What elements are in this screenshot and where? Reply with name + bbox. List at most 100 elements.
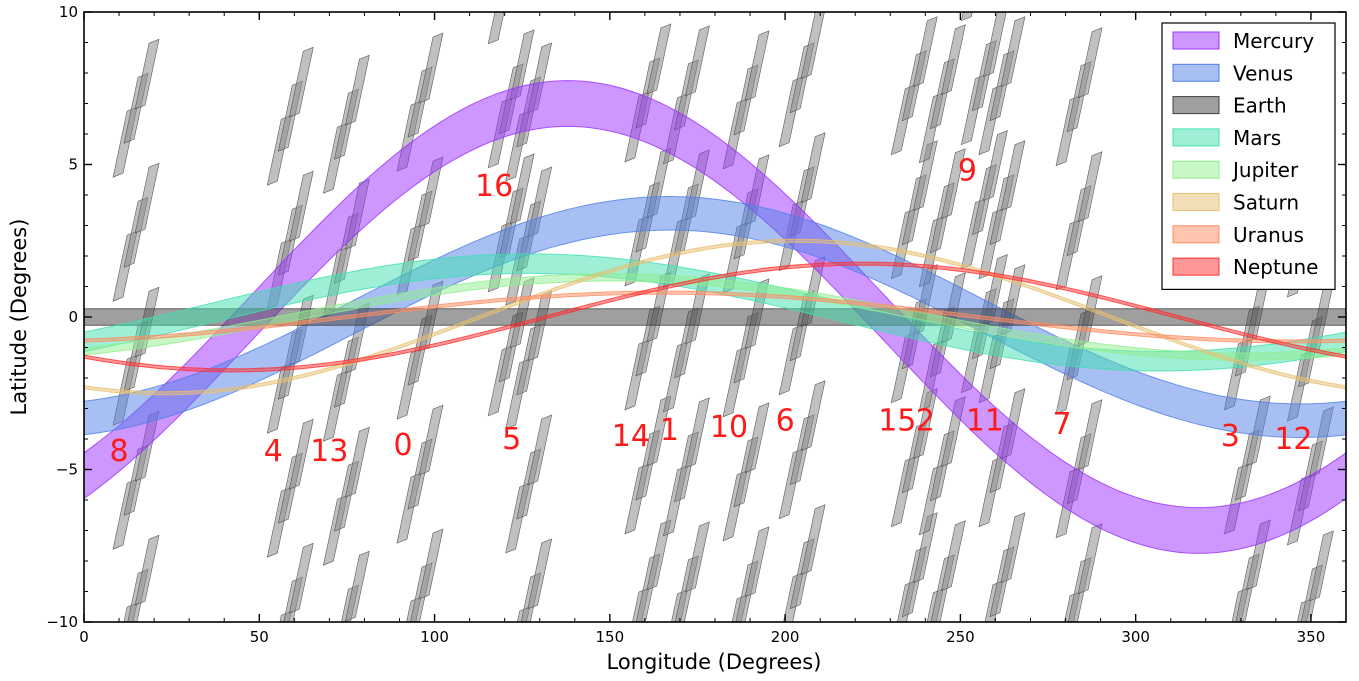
field-label: 5 [502, 422, 521, 457]
planet-bands [84, 80, 1346, 554]
field-tile [1309, 530, 1334, 602]
field-tile [744, 30, 770, 102]
field-tile [134, 534, 160, 606]
x-tick-label: 0 [79, 628, 89, 646]
field-tile [800, 132, 826, 204]
field-label: 6 [776, 404, 795, 439]
y-tick-label: 10 [59, 3, 78, 21]
field-13-tiles [322, 54, 370, 622]
x-axis-label: Longitude (Degrees) [607, 650, 822, 674]
field-tile [685, 521, 710, 593]
field-11-tiles [978, 16, 1026, 622]
legend-label-uranus: Uranus [1233, 223, 1304, 247]
band-uranus [84, 290, 1346, 344]
field-tile [912, 140, 938, 212]
field-8-tiles [112, 38, 160, 622]
field-tile [800, 12, 825, 80]
legend-label-jupiter: Jupiter [1231, 158, 1299, 182]
field-label: 15 [878, 404, 916, 439]
legend-swatch-earth [1172, 96, 1220, 115]
field-tile [744, 402, 770, 474]
legend-label-earth: Earth [1233, 94, 1287, 118]
field-tile [1000, 512, 1026, 584]
field-tile [1000, 16, 1026, 88]
field-tile [1077, 399, 1103, 471]
band-mercury [84, 80, 1346, 554]
band-mars [84, 253, 1346, 372]
band-neptune [84, 261, 1346, 373]
legend-swatch-mercury [1172, 31, 1220, 50]
legend-swatch-mars [1172, 128, 1220, 147]
y-tick-label: −5 [56, 461, 78, 479]
field-tile [344, 550, 370, 622]
field-tile [527, 414, 553, 486]
field-tile [418, 32, 444, 104]
field-tile [288, 542, 314, 614]
x-tick-label: 100 [420, 628, 449, 646]
field-label: 1 [660, 413, 679, 448]
field-label: 2 [916, 404, 935, 439]
field-label: 14 [612, 419, 650, 454]
field-tile [418, 528, 444, 600]
y-tick-label: −10 [46, 613, 78, 631]
field-label: 10 [710, 410, 748, 445]
field-tile [982, 130, 1008, 202]
field-label: 8 [110, 434, 129, 469]
field-label: 0 [393, 428, 412, 463]
band-saturn [84, 238, 1346, 396]
field-tile [134, 162, 160, 234]
legend-label-neptune: Neptune [1233, 255, 1318, 279]
field-tile [940, 520, 966, 592]
field-label: 9 [958, 154, 977, 189]
field-tile [800, 380, 826, 452]
field-label: 12 [1274, 422, 1312, 457]
field-tile [527, 290, 553, 362]
field-tile [685, 25, 710, 97]
y-tick-label: 0 [68, 308, 78, 326]
field-label: 3 [1221, 419, 1240, 454]
field-label: 11 [966, 404, 1004, 439]
x-tick-label: 150 [596, 628, 625, 646]
legend-label-venus: Venus [1233, 61, 1293, 85]
field-tile [744, 526, 770, 598]
field-tile [940, 148, 966, 220]
y-tick-label: 5 [68, 156, 78, 174]
field-tile [134, 38, 160, 110]
field-tile [1000, 140, 1026, 212]
x-tick-label: 200 [771, 628, 800, 646]
field-tile [509, 153, 535, 225]
legend: Mercury Venus Earth Mars Jupiter Saturn Uranus… [1161, 22, 1336, 290]
x-tick-label: 350 [1297, 628, 1326, 646]
field-tile [685, 397, 710, 469]
field-tile [288, 170, 314, 242]
x-tick-label: 300 [1121, 628, 1150, 646]
legend-label-saturn: Saturn [1233, 191, 1299, 215]
legend-label-mercury: Mercury [1233, 29, 1314, 53]
field-tile [960, 12, 973, 22]
field-tile [288, 46, 314, 118]
field-tile [982, 12, 1007, 78]
field-tile [940, 24, 966, 96]
x-tick-label: 250 [946, 628, 975, 646]
field-label: 13 [310, 434, 348, 469]
field-tile [646, 23, 672, 95]
x-tick-label: 50 [250, 628, 269, 646]
field-tile [344, 426, 370, 498]
field-tile [1077, 151, 1103, 223]
field-tile [288, 418, 314, 490]
field-label: 4 [264, 434, 283, 469]
field-label: 16 [475, 169, 513, 204]
legend-swatch-saturn [1172, 193, 1220, 211]
y-axis-label: Latitude (Degrees) [7, 219, 31, 416]
legend-swatch-jupiter [1172, 160, 1220, 179]
field-tile [1077, 523, 1103, 595]
field-tile [418, 404, 444, 476]
field-tile [912, 16, 938, 88]
field-tile [487, 12, 505, 45]
field-10-tiles [722, 30, 770, 622]
legend-swatch-uranus [1172, 225, 1220, 244]
field-label: 7 [1053, 407, 1072, 442]
field-tile [1077, 27, 1103, 99]
